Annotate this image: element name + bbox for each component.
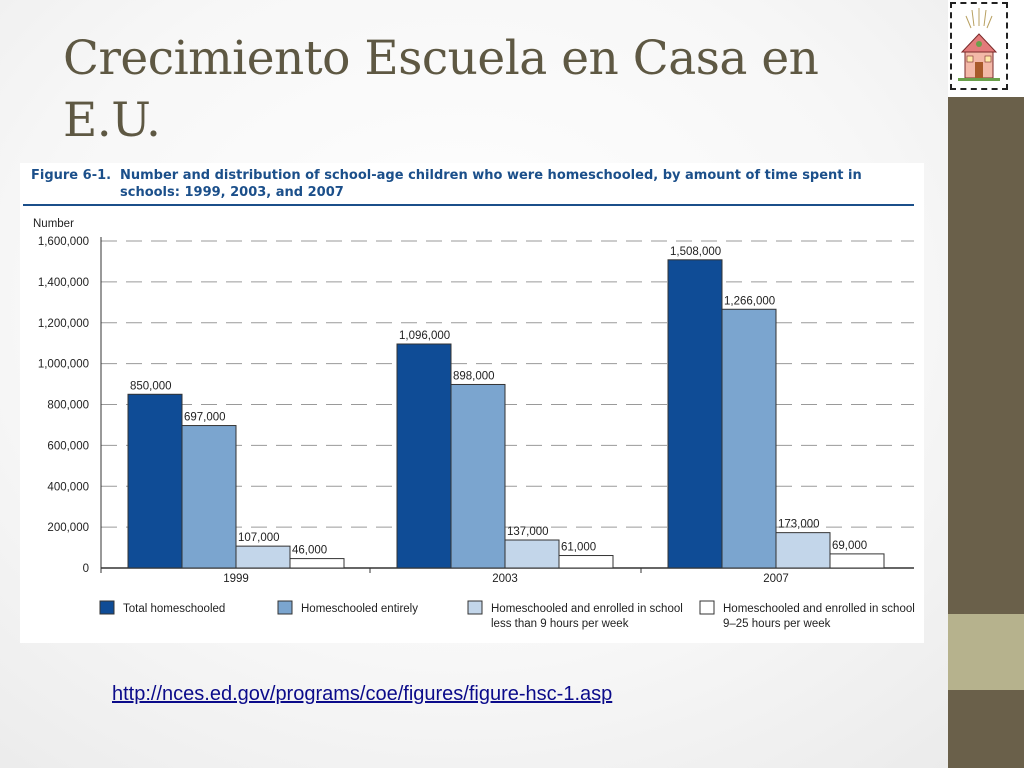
bar — [396, 343, 452, 569]
legend-label: Homeschooled entirely — [301, 603, 418, 615]
bar — [667, 259, 723, 569]
legend-label: Total homeschooled — [123, 603, 225, 615]
figure-panel: Figure 6-1. Number and distribution of s… — [20, 163, 924, 643]
schoolhouse-drawing-icon — [958, 8, 1000, 81]
y-tick-label: 800,000 — [47, 400, 89, 412]
bar-value-label: 46,000 — [292, 545, 327, 557]
y-tick-label: 1,400,000 — [38, 277, 89, 289]
bar-value-label: 173,000 — [778, 519, 820, 531]
bar-value-label: 1,508,000 — [670, 246, 721, 258]
x-tick-label: 2007 — [763, 573, 789, 585]
schoolhouse-logo-icon — [950, 2, 1008, 90]
legend-swatch — [99, 600, 115, 615]
bar — [775, 532, 831, 569]
y-axis-label: Number — [33, 218, 74, 230]
x-tick-label: 2003 — [492, 573, 518, 585]
bar — [829, 553, 885, 569]
bar-value-label: 137,000 — [507, 526, 549, 538]
slide-title: Crecimiento Escuela en Casa en E.U. — [63, 31, 819, 148]
bar — [558, 555, 614, 569]
bar-value-label: 61,000 — [561, 542, 596, 554]
legend-label: Homeschooled and enrolled in school 9–25 … — [723, 603, 915, 630]
y-tick-label: 1,600,000 — [38, 236, 89, 248]
figure-number: Figure 6-1. — [31, 168, 112, 183]
y-tick-label: 1,200,000 — [38, 318, 89, 330]
figure-caption-text: Number and distribution of school-age ch… — [120, 168, 862, 200]
bar — [127, 393, 183, 569]
legend-label: Homeschooled and enrolled in school less … — [491, 603, 683, 630]
x-tick-label: 1999 — [223, 573, 249, 585]
bar-value-label: 1,096,000 — [399, 330, 450, 342]
y-tick-label: 600,000 — [47, 440, 89, 452]
caption-divider — [23, 204, 914, 206]
legend-label-line: Homeschooled and enrolled in school — [723, 603, 915, 615]
bar-value-label: 697,000 — [184, 412, 226, 424]
legend-label-line: Homeschooled entirely — [301, 603, 418, 615]
legend-label-line: Total homeschooled — [123, 603, 225, 615]
bar — [289, 558, 345, 569]
bar-value-label: 69,000 — [832, 540, 867, 552]
bar — [235, 545, 291, 569]
legend-swatch — [699, 600, 715, 615]
y-tick-label: 200,000 — [47, 522, 89, 534]
sidebar-decoration — [948, 0, 1024, 768]
y-tick-label: 1,000,000 — [38, 359, 89, 371]
bar-value-label: 850,000 — [130, 380, 172, 392]
bar-value-label: 898,000 — [453, 370, 495, 382]
bar-value-label: 107,000 — [238, 532, 280, 544]
bar — [721, 308, 777, 569]
sidebar-band — [948, 614, 1024, 690]
bar-chart: Number 0 200,000 400,000 600,000 800,000 1,000… — [33, 218, 915, 630]
legend-label-line: less than 9 hours per week — [491, 618, 629, 630]
y-tick-label: 400,000 — [47, 481, 89, 493]
bar — [504, 539, 560, 569]
bar — [181, 425, 237, 569]
y-tick-label: 0 — [83, 563, 89, 575]
legend-label-line: Homeschooled and enrolled in school — [491, 603, 683, 615]
bar-value-label: 1,266,000 — [724, 295, 775, 307]
legend-label-line: 9–25 hours per week — [723, 618, 831, 630]
legend-swatch — [277, 600, 293, 615]
source-link[interactable]: http://nces.ed.gov/programs/coe/figures/… — [112, 683, 613, 705]
legend-swatch — [467, 600, 483, 615]
bar — [450, 383, 506, 569]
